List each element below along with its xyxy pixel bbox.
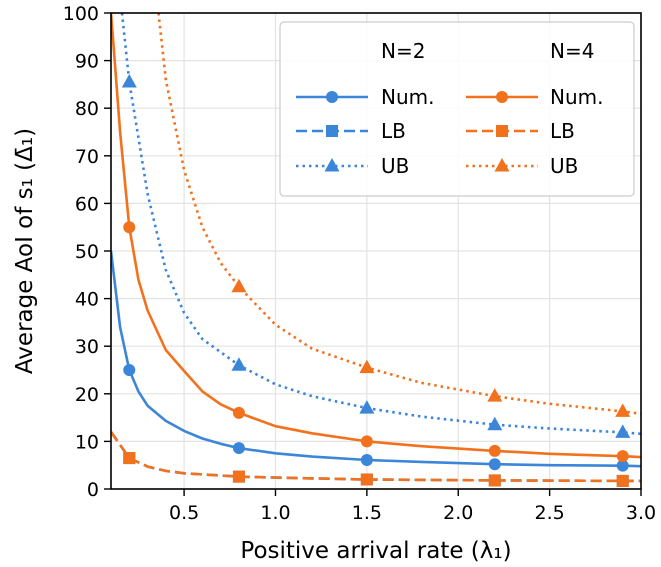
y-tick-label: 10 [75, 431, 99, 453]
data-point-n-4-num [488, 444, 501, 457]
data-point-n-2-ub [487, 416, 503, 431]
data-point-n-4-ub [231, 278, 247, 293]
data-point-n-2-num [123, 364, 136, 376]
legend-label-n-2-ub: UB [381, 154, 409, 178]
series-line-n-2-num [111, 250, 641, 468]
x-tick-label: 0.5 [169, 502, 199, 524]
data-point-n-2-num [616, 459, 629, 472]
series-n-4-num [111, 13, 641, 463]
series-layer [111, 13, 641, 487]
y-tick-label: 40 [75, 289, 99, 311]
data-point-n-2-ub [359, 400, 375, 414]
legend-box [279, 21, 635, 197]
data-point-n-4-num [123, 221, 136, 234]
series-n-4-lb [111, 431, 641, 487]
data-point-n-4-num [360, 435, 373, 448]
data-point-n-2-ub [121, 74, 137, 88]
data-point-n-4-num [616, 450, 629, 463]
data-point-n-4-lb [488, 474, 501, 487]
series-n-4-ub [157, 13, 641, 417]
legend-title-n2: N=2 [381, 39, 425, 63]
data-point-n-4-lb [232, 470, 245, 483]
legend-label-n-4-lb: LB [550, 119, 575, 143]
legend-marker-n-4-lb [496, 125, 508, 137]
y-axis-label: Average AoI of s₁ (Δ̄₁) [12, 128, 38, 374]
y-tick-label: 30 [75, 336, 99, 358]
y-tick-label: 60 [75, 193, 99, 215]
tick-layer: 0.5 1.0 1.5 2.0 2.5 3.0 0 10 20 30 40 50 60 70 80 90 100 [63, 3, 656, 524]
y-tick-label: 50 [75, 241, 99, 263]
y-tick-label: 70 [75, 146, 99, 168]
y-tick-label: 80 [75, 98, 99, 120]
data-point-n-4-ub [487, 388, 503, 402]
data-point-n-4-num [232, 406, 245, 419]
data-point-n-4-ub [359, 359, 375, 374]
legend-marker-n-2-lb [326, 125, 338, 137]
x-axis-label: Positive arrival rate (λ₁) [240, 538, 511, 564]
series-line-n-2-ub [120, 13, 641, 436]
legend-label-n-4-ub: UB [550, 154, 578, 178]
y-tick-label: 90 [75, 51, 99, 73]
legend-marker-n-2-num [326, 91, 338, 103]
legend-marker-n-4-ub [494, 158, 510, 172]
data-point-n-2-num [360, 453, 373, 466]
series-n-2-num [111, 250, 641, 472]
series-n-2-ub [120, 13, 641, 438]
data-point-n-4-ub [615, 403, 631, 417]
x-tick-label: 1.5 [352, 502, 382, 524]
x-tick-label: 1.0 [260, 502, 290, 524]
legend-title-n4: N=4 [550, 39, 594, 63]
legend-label-n-2-lb: LB [381, 119, 406, 143]
data-point-n-4-lb [616, 474, 629, 487]
y-tick-label: 0 [87, 479, 99, 501]
series-line-n-4-ub [157, 13, 641, 416]
x-tick-label: 2.0 [443, 502, 473, 524]
y-tick-label: 100 [63, 3, 99, 25]
data-point-n-4-lb [360, 473, 373, 486]
data-point-n-2-ub [615, 424, 631, 438]
legend-rows: Num. LB UB Num. LB UB [296, 85, 603, 178]
y-tick-label: 20 [75, 384, 99, 406]
data-point-n-2-ub [231, 357, 247, 371]
data-point-n-2-num [488, 458, 501, 471]
data-point-n-2-num [232, 442, 245, 455]
legend-marker-n-4-num [496, 91, 508, 103]
data-point-n-4-lb [123, 452, 136, 465]
x-tick-label: 3.0 [626, 502, 656, 524]
legend-marker-n-2-ub [324, 158, 340, 172]
legend: N=2 N=4 Num. LB UB Num. LB UB [279, 21, 635, 197]
legend-label-n-2-num: Num. [381, 85, 434, 109]
legend-label-n-4-num: Num. [550, 85, 603, 109]
x-tick-label: 2.5 [535, 502, 565, 524]
